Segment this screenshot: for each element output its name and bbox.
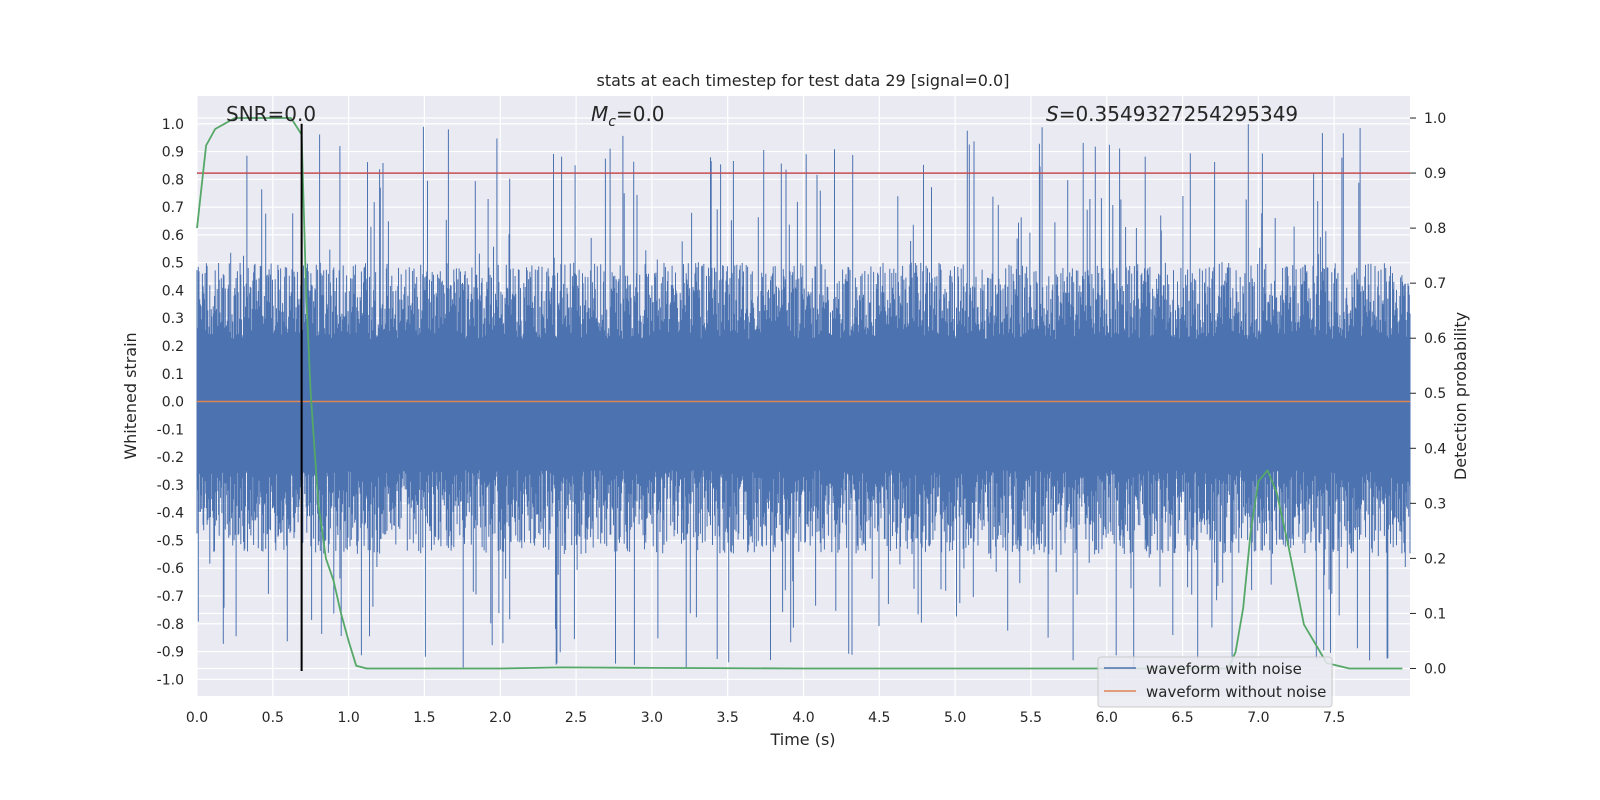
x-axis-label: Time (s)	[769, 730, 835, 749]
y-tick-label-left: 0.3	[162, 311, 184, 327]
y-ticks-right: 1.0 0.9 0.8 0.7 0.6 0.5 0.4 0.3 0.2 0.1 0.0	[1410, 111, 1446, 677]
s-symbol: S	[1046, 102, 1059, 126]
x-tick-label: 1.5	[413, 710, 435, 726]
y-tick-label-left: -0.4	[157, 506, 184, 522]
y-tick-label-left: 0.5	[162, 256, 184, 272]
chart-title: stats at each timestep for test data 29 …	[597, 71, 1010, 90]
x-tick-label: 0.5	[262, 710, 284, 726]
y-tick-label-left: 1.0	[162, 117, 184, 133]
y-tick-label-right: 0.7	[1424, 276, 1446, 292]
y-axis-label-left: Whitened strain	[121, 332, 140, 459]
y-tick-label-right: 0.3	[1424, 496, 1446, 512]
y-tick-label-left: 0.2	[162, 339, 184, 355]
x-ticks: 0.0 0.5 1.0 1.5 2.0 2.5 3.0 3.5 4.0 4.5 5.0 5.5 6.0 6…	[186, 710, 1345, 726]
s-annotation: S=0.3549327254295349	[1046, 102, 1298, 126]
y-tick-label-right: 0.8	[1424, 221, 1446, 237]
x-tick-label: 5.5	[1020, 710, 1042, 726]
x-tick-label: 5.0	[944, 710, 966, 726]
y-tick-label-right: 0.4	[1424, 441, 1446, 457]
y-tick-label-left: -0.6	[157, 561, 184, 577]
x-tick-label: 0.0	[186, 710, 208, 726]
y-axis-label-right: Detection probability	[1451, 312, 1470, 480]
y-tick-label-right: 0.6	[1424, 331, 1446, 347]
y-tick-label-left: -0.5	[157, 533, 184, 549]
y-tick-label-left: 0.9	[162, 145, 184, 161]
detection-probability-line	[196, 117, 1403, 670]
x-tick-label: 6.0	[1096, 710, 1118, 726]
y-tick-label-left: 0.0	[162, 395, 184, 411]
legend-box	[1097, 656, 1333, 708]
mc-annotation: Mc=0.0	[591, 102, 665, 130]
x-tick-label: 2.5	[565, 710, 587, 726]
y-tick-label-left: 0.7	[162, 200, 184, 216]
y-tick-label-left: 0.8	[162, 172, 184, 188]
legend: waveform with noise waveform without noi…	[1097, 656, 1333, 708]
y-tick-label-left: -1.0	[157, 672, 184, 688]
legend-label-with-noise: waveform with noise	[1146, 660, 1302, 678]
snr-annotation: SNR=0.0	[226, 102, 316, 126]
y-tick-label-left: 0.6	[162, 228, 184, 244]
y-tick-label-left: -0.7	[157, 589, 184, 605]
y-tick-label-right: 0.5	[1424, 386, 1446, 402]
s-value: =0.3549327254295349	[1059, 102, 1298, 126]
x-tick-label: 3.0	[641, 710, 663, 726]
x-tick-label: 3.5	[717, 710, 739, 726]
x-tick-label: 7.5	[1323, 710, 1345, 726]
mc-value: =0.0	[616, 102, 665, 126]
y-tick-label-left: 0.4	[162, 283, 184, 299]
y-tick-label-left: 0.1	[162, 367, 184, 383]
y-tick-label-right: 0.9	[1424, 166, 1446, 182]
y-tick-label-left: -0.2	[157, 450, 184, 466]
overlays	[196, 117, 1410, 671]
legend-label-without-noise: waveform without noise	[1146, 683, 1326, 701]
y-tick-label-left: -0.3	[157, 478, 184, 494]
y-tick-label-right: 0.1	[1424, 606, 1446, 622]
x-tick-label: 4.5	[868, 710, 890, 726]
mc-subscript: c	[608, 114, 616, 130]
x-tick-label: 1.0	[337, 710, 359, 726]
mc-symbol: M	[591, 102, 608, 126]
x-tick-label: 6.5	[1171, 710, 1193, 726]
y-tick-label-left: -0.9	[157, 645, 184, 661]
y-tick-label-left: -0.1	[157, 422, 184, 438]
x-tick-label: 2.0	[489, 710, 511, 726]
x-tick-label: 7.0	[1247, 710, 1269, 726]
y-tick-label-right: 1.0	[1424, 111, 1446, 127]
y-tick-label-right: 0.0	[1424, 661, 1446, 677]
y-tick-label-right: 0.2	[1424, 551, 1446, 567]
y-tick-label-left: -0.8	[157, 617, 184, 633]
x-tick-label: 4.0	[792, 710, 814, 726]
y-ticks-left: 1.0 0.9 0.8 0.7 0.6 0.5 0.4 0.3 0.2 0.1 0.0 -0.1 -0.…	[157, 117, 184, 689]
